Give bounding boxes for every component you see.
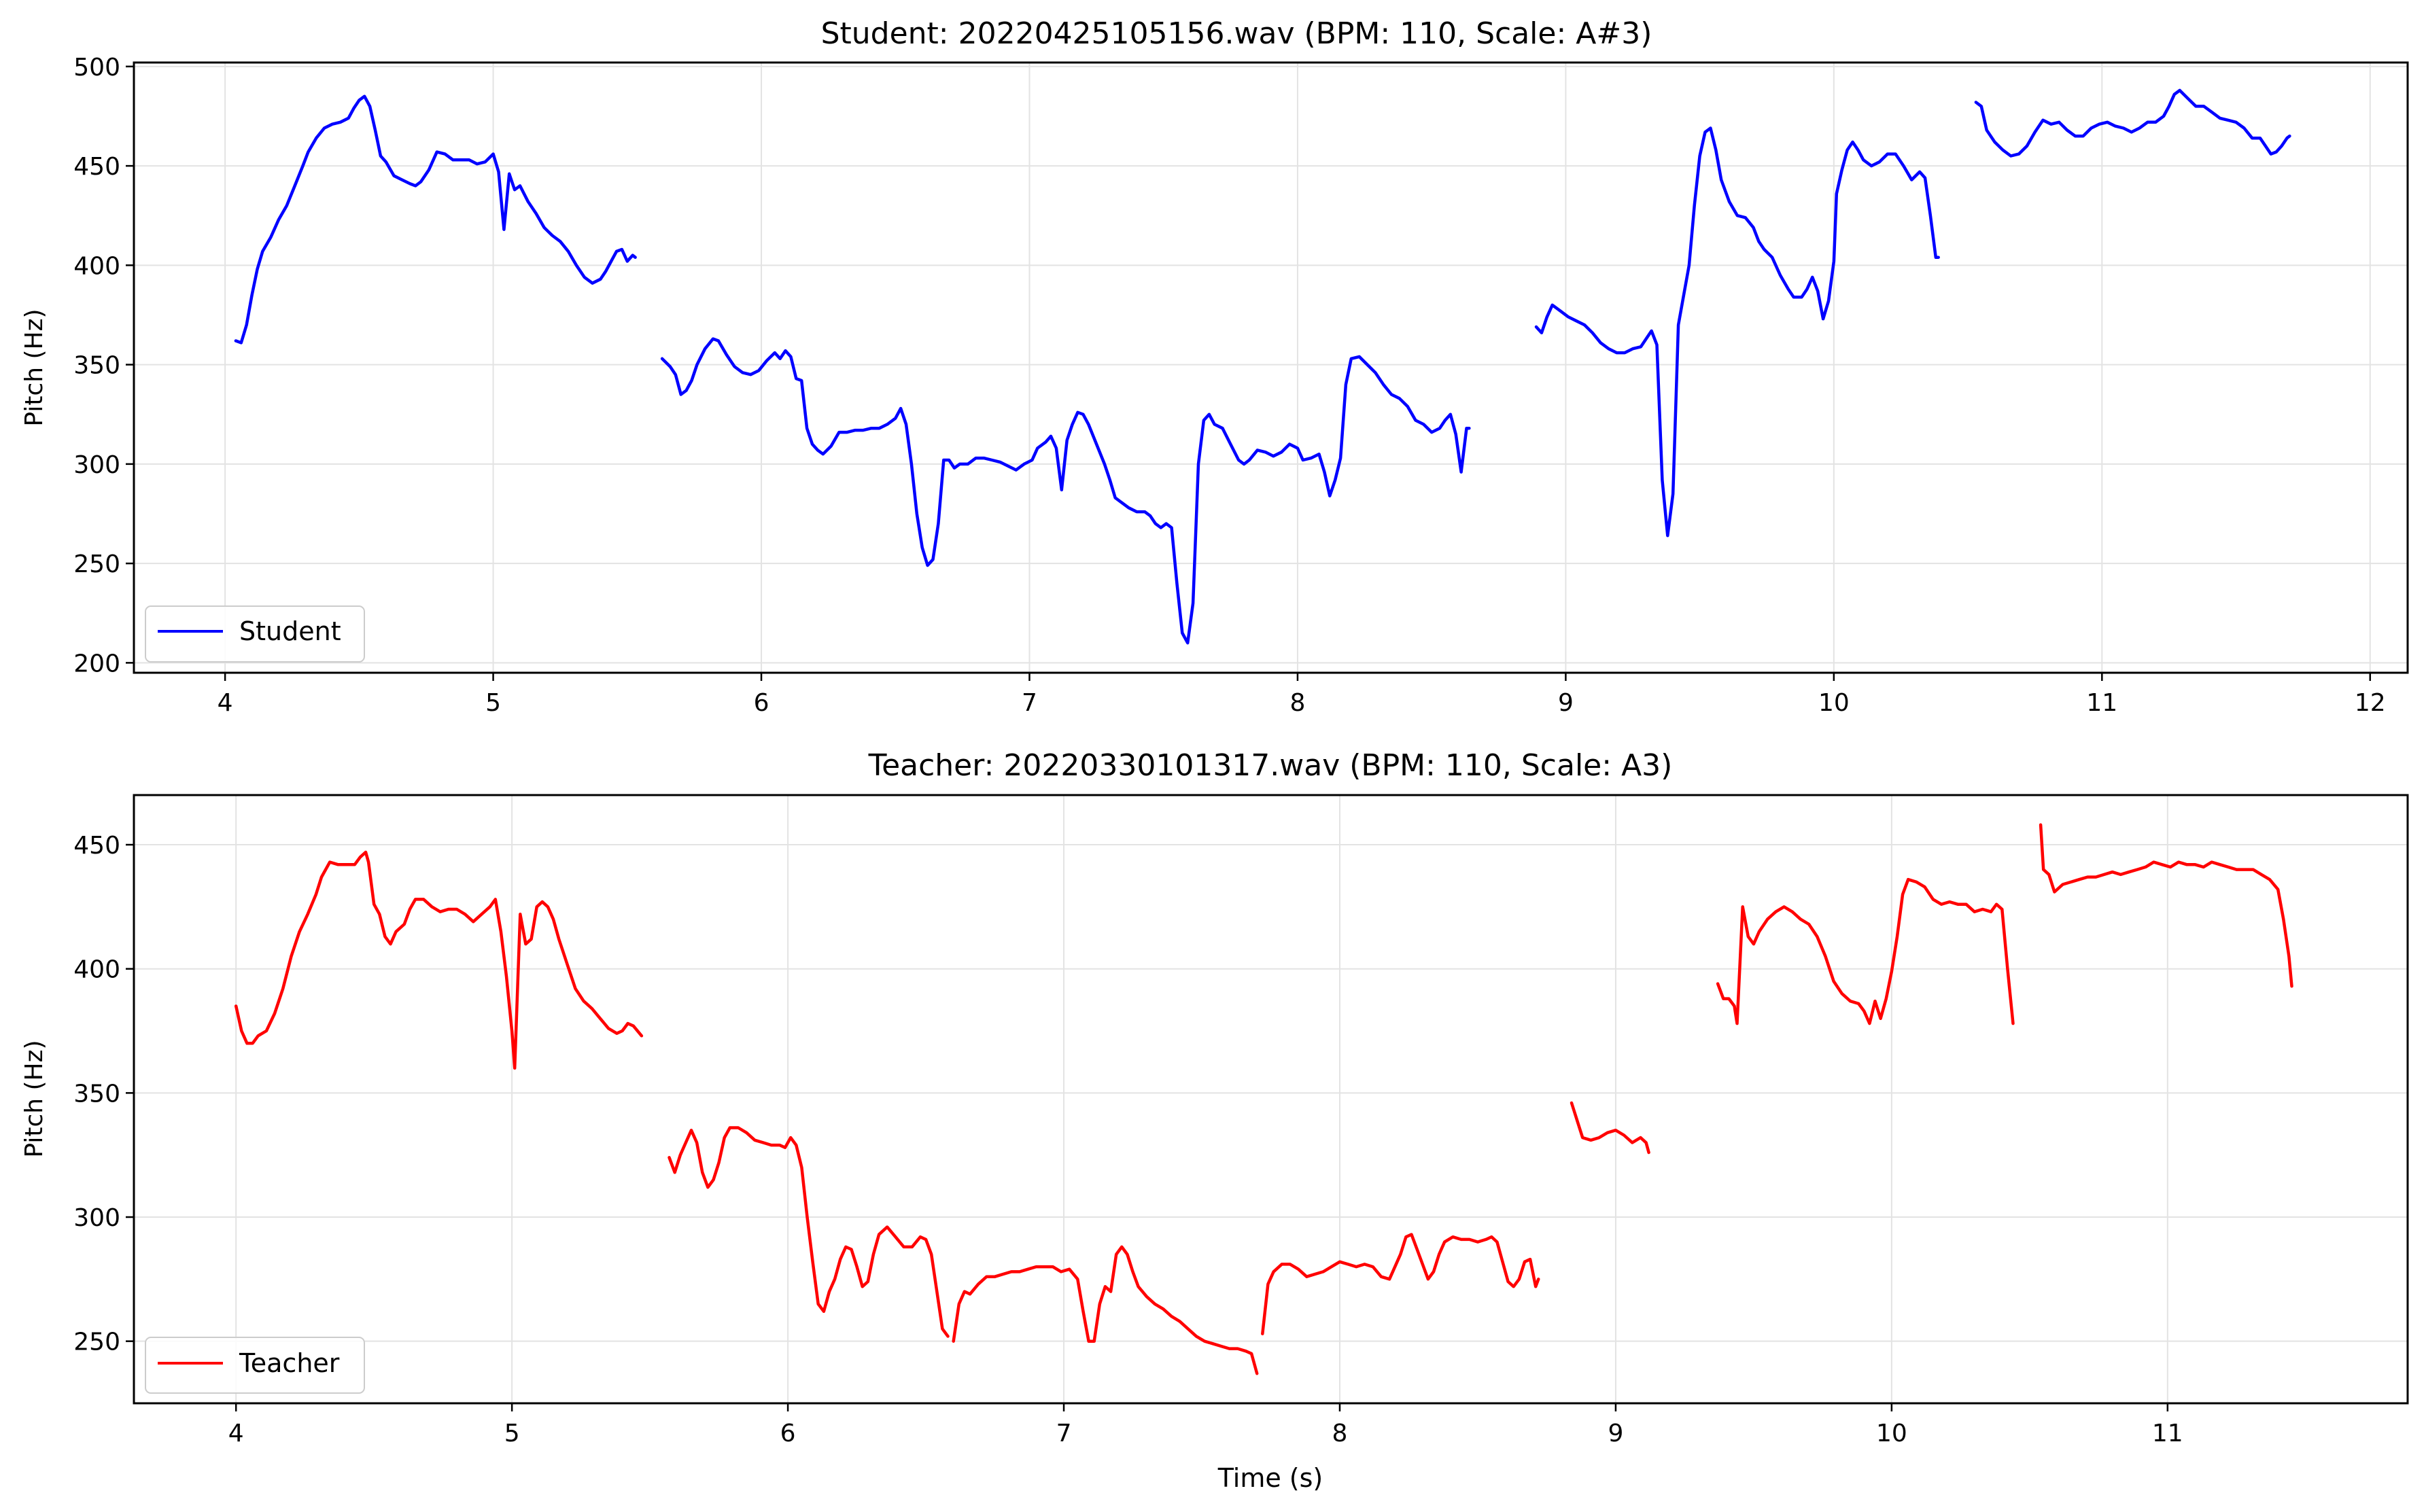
chart-title: Student: 20220425105156.wav (BPM: 110, S… [821, 16, 1652, 51]
series-line-student [234, 94, 637, 345]
x-tick-label: 9 [1608, 1420, 1623, 1447]
series-line-teacher [952, 1245, 1259, 1375]
y-tick-label: 450 [73, 832, 120, 860]
series-line-student [660, 337, 1471, 645]
x-tick-label: 8 [1289, 689, 1305, 717]
series-line-teacher [234, 850, 644, 1070]
legend: Teacher [145, 1337, 365, 1394]
teacher-subplot: Teacher: 20220330101317.wav (BPM: 110, S… [20, 748, 2409, 1493]
y-tick-label: 300 [73, 451, 120, 479]
x-tick-label: 10 [1818, 689, 1850, 717]
x-tick-label: 5 [504, 1420, 520, 1447]
series-line-student [1534, 126, 1940, 538]
legend-box [145, 1337, 365, 1394]
legend-label: Student [239, 616, 341, 646]
y-tick-label: 400 [73, 252, 120, 280]
x-tick-label: 11 [2152, 1420, 2183, 1447]
y-axis-label: Pitch (Hz) [20, 309, 48, 426]
series-line-teacher [1570, 1101, 1650, 1155]
plot-area [234, 88, 2291, 645]
plot-area [234, 823, 2293, 1375]
series-line-teacher [668, 1126, 950, 1338]
legend-box [145, 605, 365, 663]
grid [134, 63, 2408, 673]
series-line-teacher [1261, 1233, 1540, 1335]
series-line-teacher [1716, 877, 2015, 1025]
x-tick-label: 6 [780, 1420, 796, 1447]
student-subplot: Student: 20220425105156.wav (BPM: 110, S… [20, 16, 2409, 717]
y-tick-label: 300 [73, 1204, 120, 1232]
axis-ticks: 4 5 6 7 8 9 10 11 12 200 250 300 350 400 450 500 [73, 54, 2385, 717]
x-tick-label: 7 [1022, 689, 1037, 717]
x-tick-label: 4 [218, 689, 233, 717]
y-tick-label: 250 [73, 1329, 120, 1356]
series-line-teacher [2039, 823, 2293, 988]
x-tick-label: 4 [228, 1420, 244, 1447]
x-tick-label: 11 [2086, 689, 2117, 717]
x-axis-label: Time (s) [1217, 1463, 1323, 1493]
y-tick-label: 500 [73, 54, 120, 82]
grid [134, 795, 2408, 1403]
x-tick-label: 7 [1056, 1420, 1072, 1447]
y-tick-label: 200 [73, 650, 120, 678]
x-tick-label: 8 [1332, 1420, 1348, 1447]
y-tick-label: 350 [73, 352, 120, 380]
series-line-student [1974, 88, 2291, 158]
axis-ticks: 4 5 6 7 8 9 10 11 250 300 350 400 450 [73, 832, 2183, 1447]
y-tick-label: 450 [73, 153, 120, 181]
y-tick-label: 350 [73, 1080, 120, 1108]
legend-label: Teacher [239, 1348, 340, 1378]
axes-frame [133, 61, 2409, 674]
x-tick-label: 9 [1558, 689, 1574, 717]
x-tick-label: 5 [485, 689, 501, 717]
y-tick-label: 250 [73, 550, 120, 578]
x-tick-label: 6 [754, 689, 769, 717]
y-axis-label: Pitch (Hz) [20, 1040, 48, 1157]
chart-title: Teacher: 20220330101317.wav (BPM: 110, S… [868, 748, 1673, 783]
axes-frame [133, 794, 2409, 1405]
x-tick-label: 10 [1876, 1420, 1907, 1447]
y-tick-label: 400 [73, 956, 120, 984]
x-tick-label: 12 [2355, 689, 2386, 717]
legend: Student [145, 605, 365, 663]
